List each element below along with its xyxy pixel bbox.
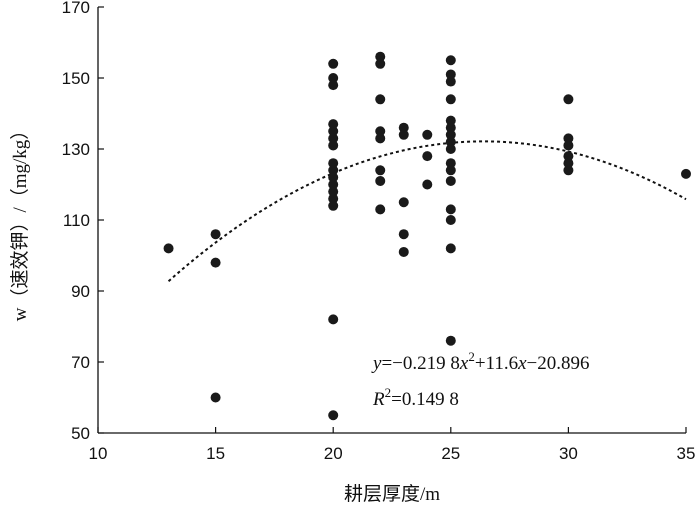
eq-x-symbol: x (459, 353, 469, 374)
data-point (328, 172, 339, 183)
data-point (422, 179, 433, 190)
data-point (563, 165, 574, 176)
data-point (328, 165, 339, 176)
data-point (328, 314, 339, 325)
data-point (328, 186, 339, 197)
r2-value: =0.149 8 (391, 389, 459, 410)
data-point (328, 193, 339, 204)
x-tick-label: 35 (677, 444, 696, 463)
y-axis-ticks: 50 70 90 110 130 150 170 (62, 0, 104, 443)
data-point (375, 58, 386, 69)
data-point (328, 200, 339, 211)
x-tick-label: 15 (206, 444, 225, 463)
x-tick-label: 30 (559, 444, 578, 463)
eq-x-symbol-2: x (517, 353, 527, 374)
y-tick-label: 50 (71, 424, 90, 443)
y-tick-label: 70 (71, 353, 90, 372)
data-point (563, 158, 574, 169)
data-point (681, 168, 691, 179)
data-point (328, 179, 339, 190)
r2-symbol: R (372, 389, 385, 410)
data-point (445, 94, 456, 105)
data-point (398, 229, 409, 240)
data-point (563, 94, 574, 105)
data-point (422, 151, 433, 162)
eq-part-1: =−0.219 8 (381, 353, 459, 374)
data-point (445, 175, 456, 186)
data-point (563, 140, 574, 151)
data-point (375, 204, 386, 215)
data-point (445, 115, 456, 126)
r2-exponent: 2 (385, 385, 392, 400)
data-point (210, 392, 221, 403)
data-point (445, 136, 456, 147)
x-tick-label: 25 (441, 444, 460, 463)
data-point (328, 58, 339, 69)
y-tick-label: 90 (71, 282, 90, 301)
data-point (375, 133, 386, 144)
regression-equation: y=−0.219 8x2+11.6x−20.896 (371, 349, 589, 374)
data-point (445, 165, 456, 176)
trend-curve (167, 140, 687, 282)
data-point (210, 229, 221, 240)
x-tick-label: 20 (324, 444, 343, 463)
data-point (328, 158, 339, 169)
data-point (445, 122, 456, 133)
data-point (375, 94, 386, 105)
data-point (422, 129, 433, 140)
data-point (375, 51, 386, 62)
data-point (398, 122, 409, 133)
data-point (375, 126, 386, 137)
y-tick-label: 110 (63, 211, 90, 230)
data-point (328, 133, 339, 144)
data-point (445, 55, 456, 66)
y-axis-title: w（速效钾）/（mg/kg） (9, 121, 31, 322)
r-squared-label: R2=0.149 8 (372, 385, 459, 410)
data-point (328, 80, 339, 91)
data-point (445, 76, 456, 87)
eq-part-3: −20.896 (527, 353, 590, 374)
data-point (328, 119, 339, 130)
data-point (328, 410, 339, 421)
data-point (328, 73, 339, 83)
data-point (398, 246, 409, 257)
data-point (210, 257, 221, 268)
x-axis-ticks: 10 15 20 25 30 35 (89, 427, 696, 463)
data-point (445, 69, 456, 80)
data-point (445, 129, 456, 140)
x-axis-title: 耕层厚度/m (344, 483, 440, 505)
data-point (563, 151, 574, 162)
data-points (163, 51, 691, 421)
data-point (163, 243, 174, 254)
data-point (563, 133, 574, 144)
eq-exponent: 2 (468, 349, 475, 364)
data-point (445, 144, 456, 154)
data-point (375, 175, 386, 186)
data-point (398, 197, 409, 208)
data-point (328, 140, 339, 151)
y-tick-label: 130 (62, 140, 90, 159)
data-point (398, 129, 409, 140)
data-point (328, 126, 339, 137)
y-tick-label: 170 (62, 0, 90, 17)
data-point (445, 158, 456, 169)
data-point (445, 335, 456, 346)
data-point (445, 215, 456, 225)
x-tick-label: 10 (89, 444, 108, 463)
eq-y-symbol: y (371, 353, 382, 374)
eq-part-2: +11.6 (475, 353, 518, 374)
data-point (445, 204, 456, 215)
y-tick-label: 150 (62, 69, 90, 88)
data-point (445, 243, 456, 254)
data-point (375, 165, 386, 176)
